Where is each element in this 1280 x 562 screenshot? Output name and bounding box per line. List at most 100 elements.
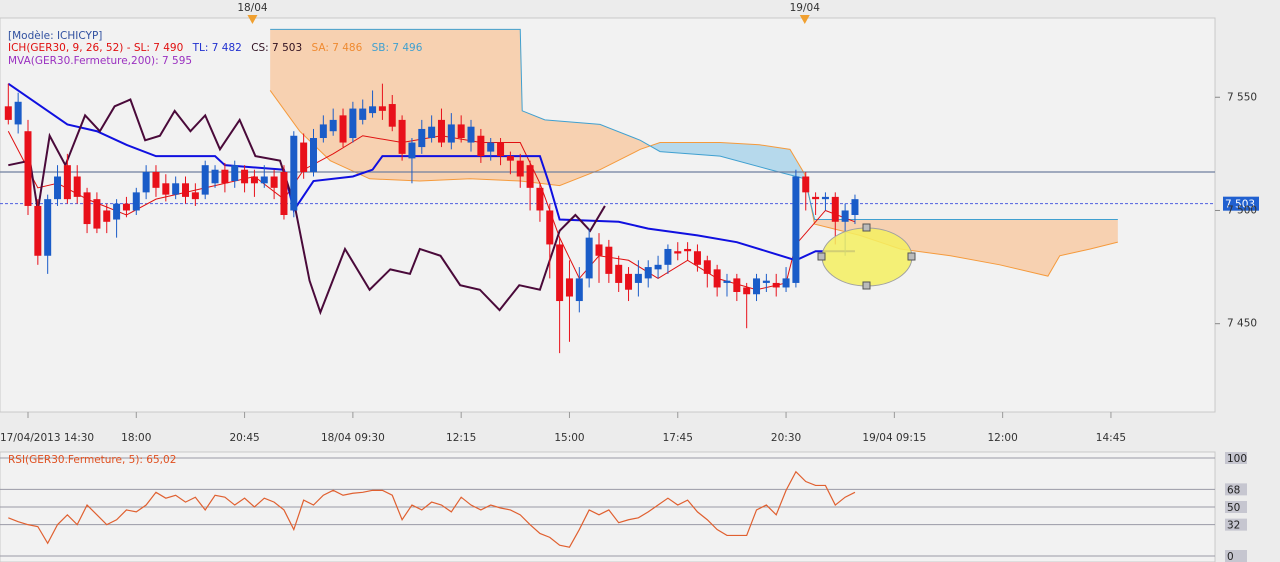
- candle-body: [536, 187, 544, 211]
- candle-body: [713, 269, 721, 288]
- candle-body: [408, 142, 416, 159]
- y-tick-label: 68: [1227, 484, 1240, 496]
- candle-body: [506, 156, 514, 161]
- candle-body: [319, 124, 327, 139]
- candle-body: [437, 119, 445, 143]
- tick-box: [1225, 501, 1247, 513]
- candle-body: [644, 267, 652, 279]
- handle: [907, 252, 916, 261]
- x-tick-label: 18:00: [121, 432, 151, 444]
- candle-body: [349, 108, 357, 139]
- candle-body: [674, 251, 682, 254]
- candle-body: [280, 171, 288, 215]
- y-tick-label: 50: [1227, 502, 1240, 514]
- ich-tl: TL: 7 482: [192, 42, 242, 54]
- x-tick-label: 17/04/2013 14:30: [0, 432, 94, 444]
- day-marker: [799, 15, 810, 24]
- candle-body: [182, 183, 190, 197]
- candle-body: [605, 246, 613, 274]
- candle-body: [792, 176, 800, 283]
- day-marker-label: 19/04: [790, 2, 821, 14]
- candle-body: [615, 264, 623, 283]
- annotation-ellipse: [821, 227, 913, 287]
- tick-box: [1225, 483, 1247, 496]
- candle-body: [241, 169, 249, 184]
- candle-body: [733, 278, 741, 292]
- tick-box: [1225, 452, 1247, 464]
- candle-body: [851, 199, 859, 215]
- candle-body: [329, 119, 337, 132]
- handle: [817, 252, 826, 261]
- candle-body: [703, 260, 711, 274]
- candle-body: [497, 142, 505, 157]
- candle-body: [260, 176, 268, 184]
- x-tick-label: 19/04 09:15: [862, 432, 926, 444]
- candle-body: [831, 196, 839, 222]
- last-price-label: 7 503: [1225, 199, 1255, 211]
- candle-body: [595, 244, 603, 256]
- candle-body: [575, 278, 583, 302]
- candle-body: [841, 210, 849, 222]
- candle-body: [428, 126, 436, 139]
- candle-body: [221, 169, 229, 184]
- kumo-bear: [270, 29, 1118, 277]
- rsi-line: [8, 470, 856, 548]
- candle-body: [526, 165, 534, 188]
- candle-body: [231, 165, 239, 182]
- day-marker: [247, 15, 258, 24]
- candle-body: [4, 106, 12, 120]
- candle-body: [447, 124, 455, 143]
- candle-body: [359, 108, 367, 120]
- x-tick-label: 12:00: [988, 432, 1018, 444]
- candle-body: [467, 126, 475, 143]
- candle-body: [73, 176, 81, 197]
- x-tick-label: 14:45: [1096, 432, 1126, 444]
- candle-body: [743, 287, 751, 295]
- x-tick-label: 17:45: [663, 432, 693, 444]
- candle-body: [782, 278, 790, 288]
- x-tick-label: 18/04 09:30: [321, 432, 385, 444]
- candle-body: [211, 169, 219, 184]
- candle-body: [684, 248, 692, 252]
- candle-body: [762, 280, 770, 283]
- candle-body: [693, 251, 701, 265]
- candle-body: [132, 192, 140, 211]
- candle-body: [300, 142, 308, 172]
- tick-box: [1225, 550, 1247, 562]
- candle-body: [398, 119, 406, 154]
- candle-body: [63, 165, 71, 200]
- candle-body: [723, 280, 731, 283]
- candle-body: [103, 210, 111, 222]
- x-tick-label: 15:00: [554, 432, 584, 444]
- y-tick-label: 32: [1227, 520, 1240, 532]
- candle-body: [418, 128, 426, 148]
- candle-body: [546, 210, 554, 245]
- candle-body: [339, 115, 347, 143]
- candle-body: [565, 278, 573, 297]
- kumo-bull: [650, 142, 810, 200]
- candle-body: [309, 138, 317, 172]
- candle-body: [753, 278, 761, 295]
- candle-body: [191, 192, 199, 200]
- ich-sl: ICH(GER30, 9, 26, 52) - SL: 7 490: [8, 42, 183, 54]
- candle-body: [457, 124, 465, 139]
- handle: [862, 223, 871, 232]
- candle-body: [142, 171, 150, 193]
- ich-sa: SA: 7 486: [311, 42, 362, 54]
- main-plot: [0, 17, 1216, 413]
- candle-body: [516, 160, 524, 177]
- y-tick-label: 100: [1227, 453, 1247, 465]
- candle-body: [24, 131, 32, 206]
- candle-body: [487, 142, 495, 152]
- candle-body: [477, 135, 485, 157]
- candle-body: [83, 192, 91, 225]
- candle-body: [654, 264, 662, 270]
- candle-body: [585, 237, 593, 279]
- candle-body: [290, 135, 298, 211]
- x-tick-label: 20:45: [229, 432, 259, 444]
- candle-body: [378, 106, 386, 111]
- candle-body: [14, 101, 22, 125]
